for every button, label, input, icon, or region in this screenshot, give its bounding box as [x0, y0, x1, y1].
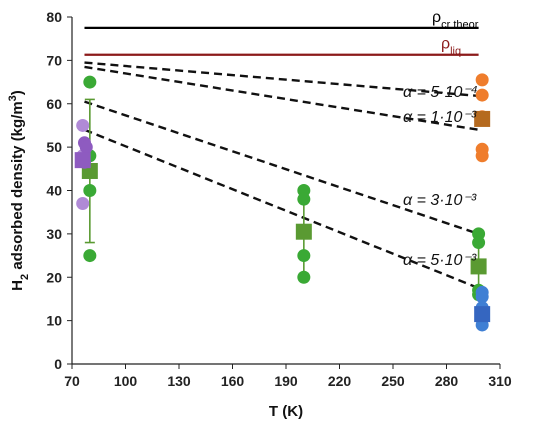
data-point-square [474, 110, 491, 127]
y-axis-title-rest: adsorbed density (kg/m [9, 101, 26, 274]
data-point [475, 149, 489, 163]
x-tick-label: 160 [221, 373, 245, 389]
data-point [297, 192, 311, 206]
axes: 70 100 130 160 190 220 250 280 31001020304050607… [7, 9, 512, 420]
data-point [79, 140, 93, 154]
y-tick-label: 10 [46, 313, 62, 329]
y-tick-label: 20 [46, 269, 62, 285]
model-curve [84, 100, 479, 236]
data-point [83, 75, 97, 89]
data-point-square [470, 258, 487, 275]
model-curve-label: α = 3·10⁻³ [403, 192, 477, 209]
data-point [297, 270, 311, 284]
x-tick-label: 220 [328, 373, 352, 389]
y-tick-label: 80 [46, 9, 62, 25]
y-tick-label: 30 [46, 226, 62, 242]
reference-line-label-main: ρ [441, 36, 450, 53]
data-point [472, 236, 486, 250]
y-tick-label: 0 [54, 356, 62, 372]
y-tick-label: 40 [46, 183, 62, 199]
data-point [475, 73, 489, 87]
reference-line-label: ρcr theor [432, 9, 479, 31]
data-point-square [295, 223, 312, 240]
y-tick-label: 50 [46, 139, 62, 155]
model-curve [84, 128, 480, 290]
model-curve-label: α = 5·10⁻³ [403, 252, 477, 269]
data-point [297, 249, 311, 263]
x-tick-label: 250 [381, 373, 405, 389]
reference-line-label-sub: liq [450, 46, 461, 58]
y-tick-label: 70 [46, 52, 62, 68]
x-tick-label: 100 [114, 373, 138, 389]
data-point-square [474, 306, 491, 323]
x-tick-label: 190 [274, 373, 298, 389]
y-axis-title-end: ) [9, 90, 26, 95]
reference-lines [84, 26, 479, 56]
data-point [83, 184, 97, 197]
data-point-square [74, 152, 91, 169]
reference-line-label-sub: cr theor [441, 19, 479, 31]
y-axis-title: H2 adsorbed density (kg/m3) [7, 90, 31, 291]
model-curve [84, 61, 479, 98]
y-axis-title-sup: 3 [7, 95, 19, 101]
model-curve [84, 65, 479, 131]
data-points [74, 73, 491, 332]
x-tick-label: 130 [167, 373, 191, 389]
x-tick-label: 310 [488, 373, 512, 389]
y-tick-label: 60 [46, 96, 62, 112]
x-axis-title: T (K) [269, 403, 303, 420]
data-point [83, 249, 97, 263]
x-tick-label: 70 [64, 373, 80, 389]
data-point [475, 88, 489, 102]
reference-line-label-main: ρ [432, 9, 441, 26]
model-curve-label: α = 5·10⁻⁴ [403, 84, 478, 101]
y-axis-title-sub: 2 [19, 274, 31, 280]
y-axis-title-main: H [9, 280, 26, 291]
data-point [76, 118, 90, 132]
model-curves [84, 61, 480, 290]
data-point [475, 290, 489, 304]
x-tick-label: 280 [435, 373, 459, 389]
model-curve-label: α = 1·10⁻³ [403, 109, 477, 126]
reference-line-label: ρliq [441, 36, 461, 58]
data-point [76, 197, 90, 211]
